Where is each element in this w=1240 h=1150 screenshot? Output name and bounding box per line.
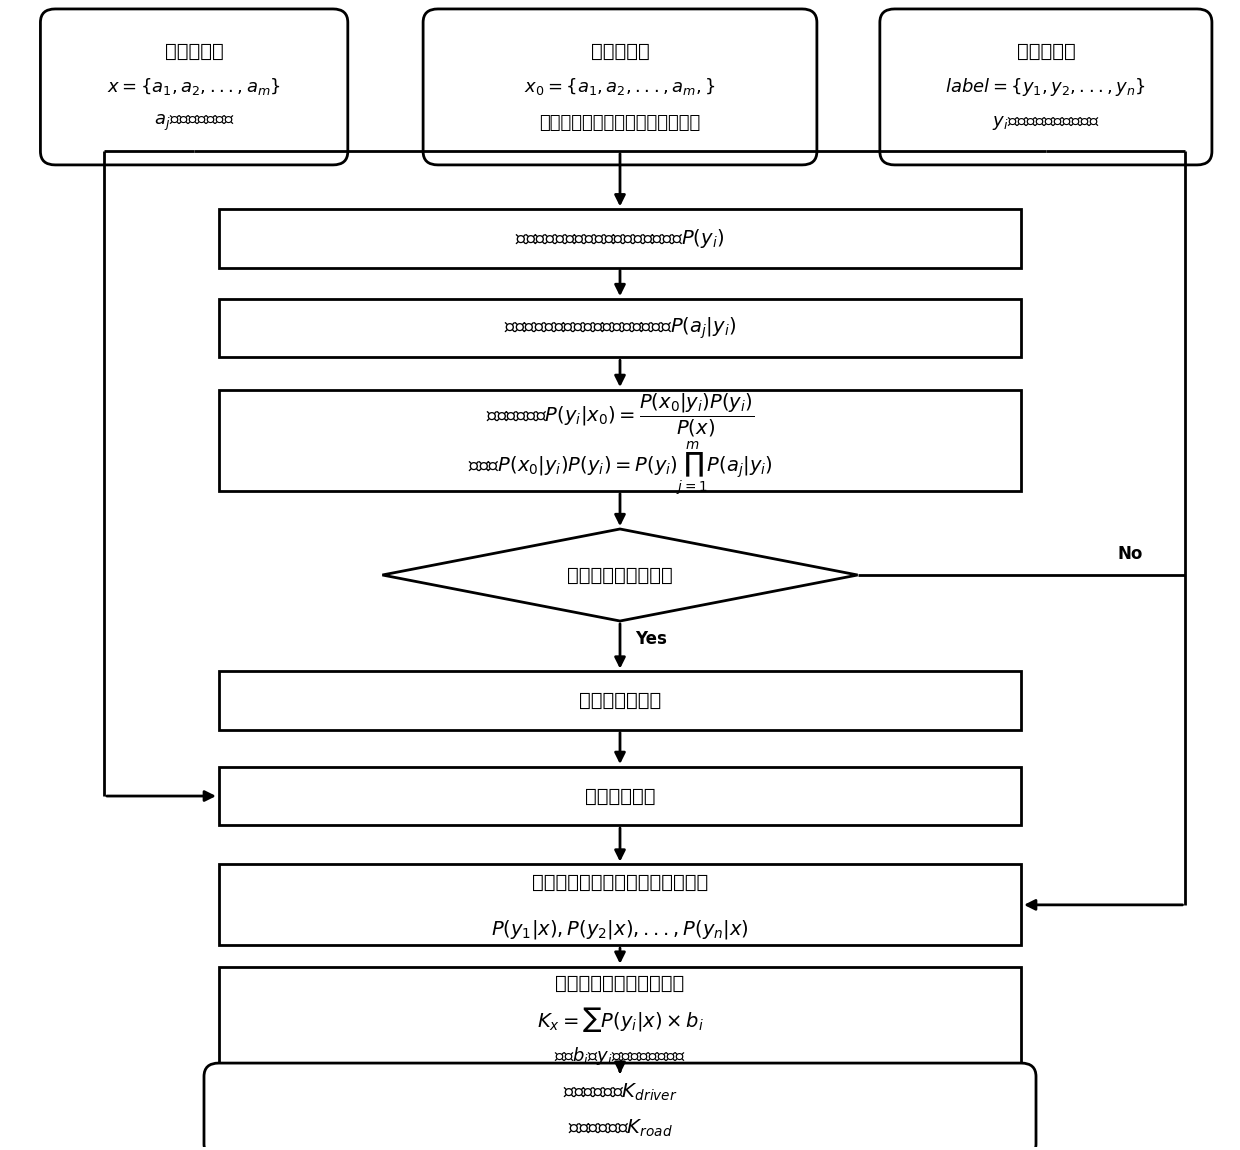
FancyBboxPatch shape [218, 767, 1022, 826]
Text: $K_x = \sum P(y_i|x) \times b_i$: $K_x = \sum P(y_i|x) \times b_i$ [537, 1005, 703, 1034]
Text: 待分类样本: 待分类样本 [165, 41, 223, 61]
Text: $a_j$为安全特征参数: $a_j$为安全特征参数 [154, 113, 234, 133]
Text: 基于安全等级的加权计算: 基于安全等级的加权计算 [556, 974, 684, 992]
Text: $x_0 = \{a_1, a_2, ..., a_m,\}$: $x_0 = \{a_1, a_2, ..., a_m,\}$ [525, 76, 715, 98]
Text: 最优分类器模型: 最优分类器模型 [579, 691, 661, 711]
Text: 计算各类别下各个特征参数的条件概率$P(a_j|y_i)$: 计算各类别下各个特征参数的条件概率$P(a_j|y_i)$ [503, 315, 737, 340]
Text: 贝叶斯分类器$P(y_i|x_0) = \dfrac{P(x_0|y_i)P(y_i)}{P(x)}$: 贝叶斯分类器$P(y_i|x_0) = \dfrac{P(x_0|y_i)P(y… [486, 392, 754, 439]
Text: 类别集合：: 类别集合： [1017, 41, 1075, 61]
Text: 司机安全指数$K_{driver}$: 司机安全指数$K_{driver}$ [563, 1082, 677, 1103]
FancyBboxPatch shape [218, 967, 1022, 1067]
Text: 道路安全指数$K_{road}$: 道路安全指数$K_{road}$ [568, 1118, 672, 1138]
Text: Yes: Yes [635, 630, 667, 647]
Polygon shape [382, 529, 858, 621]
Text: 其中$b_i$为$y_i$对应的安全性评分: 其中$b_i$为$y_i$对应的安全性评分 [554, 1045, 686, 1067]
Text: 其中：$P(x_0|y_i)P(y_i) = P(y_i)\prod_{j=1}^{m} P(a_j|y_i)$: 其中：$P(x_0|y_i)P(y_i) = P(y_i)\prod_{j=1}… [467, 439, 773, 498]
FancyBboxPatch shape [205, 1063, 1035, 1150]
FancyBboxPatch shape [218, 672, 1022, 730]
FancyBboxPatch shape [218, 390, 1022, 491]
Text: 待分类项属于各个安全等级的概率: 待分类项属于各个安全等级的概率 [532, 873, 708, 892]
Text: $y_i$为分类，代表安全等级: $y_i$为分类，代表安全等级 [992, 114, 1100, 132]
Text: 输入待分类项: 输入待分类项 [585, 787, 655, 805]
Text: $label = \{y_1, y_2, ..., y_n\}$: $label = \{y_1, y_2, ..., y_n\}$ [945, 76, 1147, 98]
FancyBboxPatch shape [423, 9, 817, 164]
FancyBboxPatch shape [880, 9, 1211, 164]
FancyBboxPatch shape [218, 865, 1022, 945]
Text: No: No [1117, 545, 1143, 564]
Text: $P(y_1|x), P(y_2|x), ..., P(y_n|x)$: $P(y_1|x), P(y_2|x), ..., P(y_n|x)$ [491, 918, 749, 941]
Text: 模型评估：交叉验评: 模型评估：交叉验评 [567, 566, 673, 584]
Text: 训练样本：: 训练样本： [590, 41, 650, 61]
FancyBboxPatch shape [218, 209, 1022, 268]
Text: 计算每个类别在训练样本中的出现频率$P(y_i)$: 计算每个类别在训练样本中的出现频率$P(y_i)$ [516, 227, 724, 250]
Text: 已知安全等级的司机和道路特征集: 已知安全等级的司机和道路特征集 [539, 114, 701, 132]
Text: $x = \{a_1, a_2, ..., a_m\}$: $x = \{a_1, a_2, ..., a_m\}$ [107, 76, 281, 98]
FancyBboxPatch shape [41, 9, 347, 164]
FancyBboxPatch shape [218, 299, 1022, 358]
